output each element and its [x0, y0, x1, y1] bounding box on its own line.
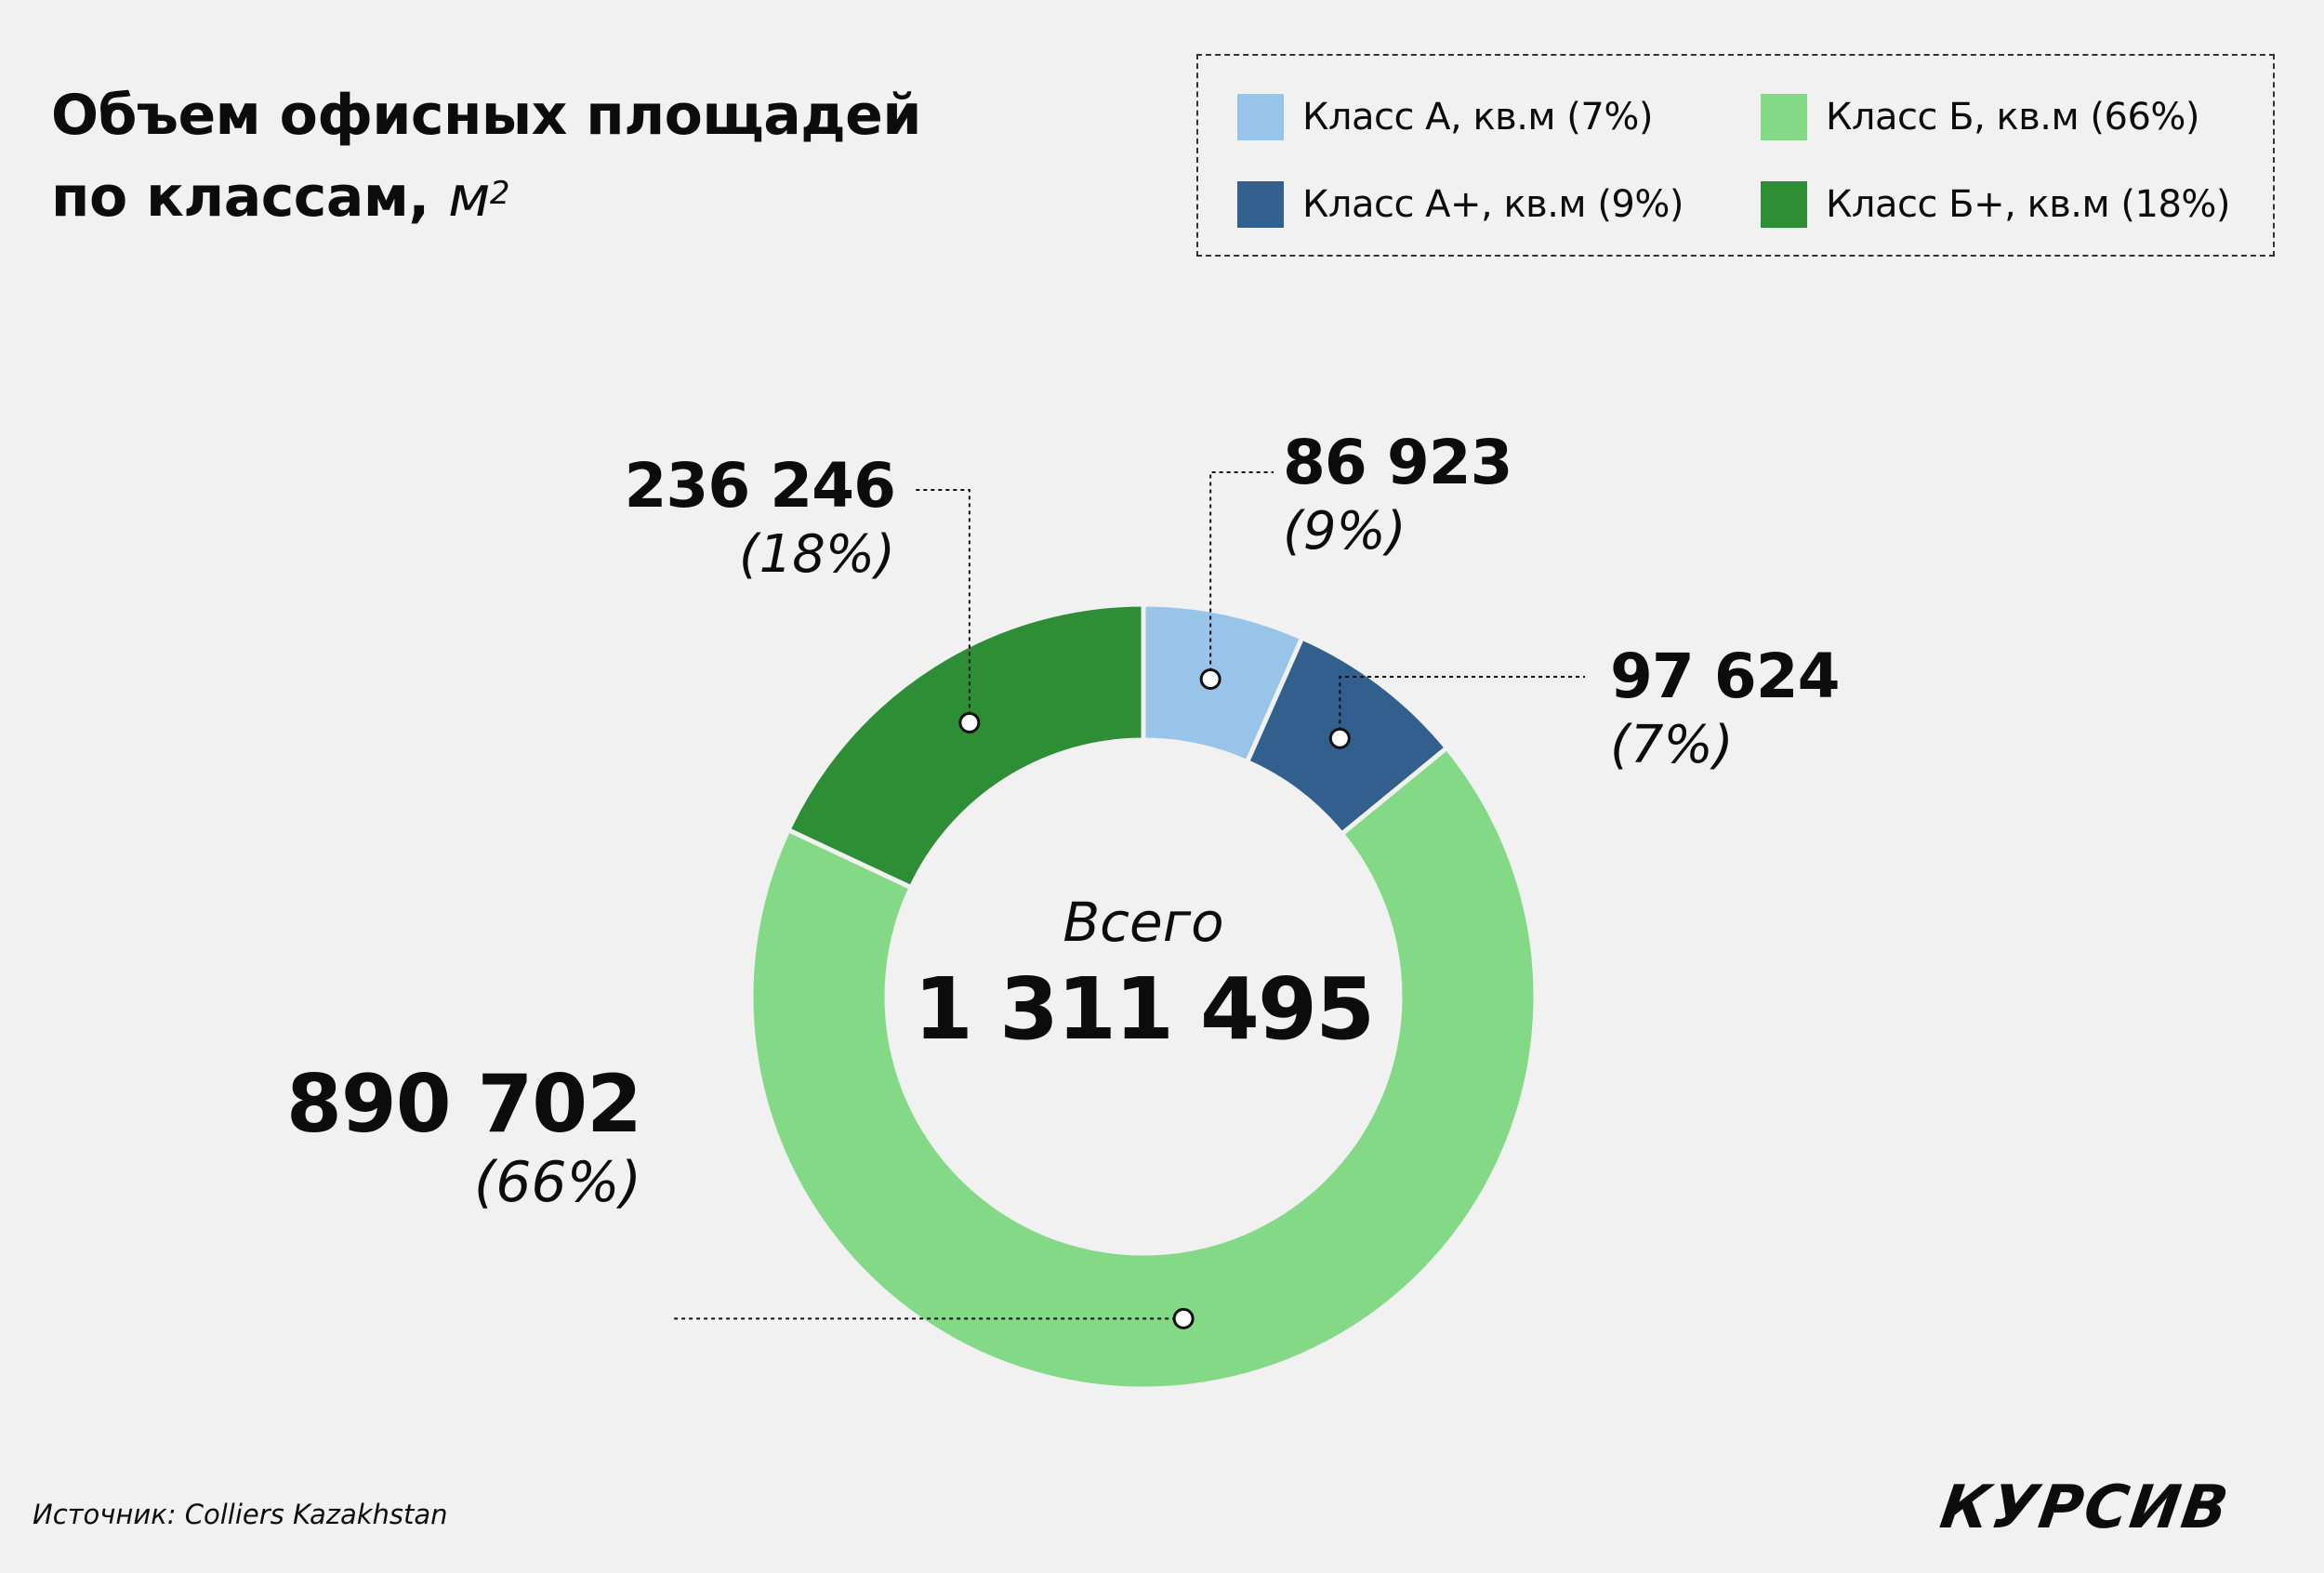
percent-label-class-b-plus: (18%): [738, 524, 895, 585]
chart-title: Объем офисных площадей по классам, м2: [51, 74, 921, 238]
callout-class-b: 890 702 (66%): [286, 1058, 642, 1216]
legend-swatch-class-b: [1761, 94, 1807, 140]
value-label-class-a: 86 923: [1283, 427, 1513, 498]
legend-label-class-b-plus: Класс Б+, кв.м (18%): [1826, 183, 2231, 226]
leader-lines: [671, 471, 1585, 1329]
legend-label-class-a-plus: Класс А+, кв.м (9%): [1302, 183, 1684, 226]
value-label-class-b-plus: 236 246: [624, 450, 896, 522]
legend: Класс А, кв.м (7%) Класс Б, кв.м (66%) К…: [1196, 54, 2275, 257]
callout-class-b-plus: 236 246 (18%): [624, 450, 896, 588]
donut-slice-class-b: [748, 744, 1538, 1392]
leader-line-class-a: [1209, 471, 1274, 680]
chart-title-line1: Объем офисных площадей: [51, 83, 921, 148]
total-caption: Всего: [1063, 891, 1224, 954]
leader-line-class-a-plus: [1339, 676, 1585, 739]
legend-item-class-a-plus: Класс А+, кв.м (9%): [1237, 180, 1684, 229]
legend-label-class-b: Класс Б, кв.м (66%): [1826, 96, 2200, 139]
legend-swatch-class-a-plus: [1237, 181, 1284, 228]
leader-marker-class-a: [1199, 668, 1221, 691]
chart-title-line2: по классам, м2: [51, 156, 921, 238]
legend-swatch-class-b-plus: [1761, 181, 1807, 228]
legend-item-class-b: Класс Б, кв.м (66%): [1761, 93, 2200, 141]
percent-label-class-b: (66%): [473, 1150, 641, 1215]
legend-swatch-class-a: [1237, 94, 1284, 140]
legend-item-class-b-plus: Класс Б+, кв.м (18%): [1761, 180, 2231, 229]
callout-class-a: 86 923 (9%): [1283, 427, 1513, 565]
unit-power: 2: [489, 175, 510, 212]
value-label-class-b: 890 702: [286, 1058, 642, 1151]
donut-slice-class-b-plus: [785, 601, 1146, 892]
legend-label-class-a: Класс А, кв.м (7%): [1302, 96, 1653, 139]
value-label-class-a-plus: 97 624: [1610, 641, 1841, 712]
leader-line-class-b-plus: [916, 489, 971, 723]
source-note: Источник: Colliers Kazakhstan: [33, 1499, 448, 1530]
leader-marker-class-b: [1172, 1307, 1195, 1329]
percent-label-class-a-plus: (7%): [1610, 715, 1734, 775]
leader-marker-class-a-plus: [1328, 727, 1351, 749]
callout-class-a-plus: 97 624 (7%): [1610, 641, 1841, 779]
brand-logo: КУРСИВ: [1935, 1474, 2235, 1542]
total-value: 1 311 495: [913, 959, 1375, 1059]
chart-title-unit: м2: [448, 165, 509, 230]
unit-symbol: м: [448, 165, 490, 230]
leader-marker-class-b-plus: [958, 711, 981, 734]
chart-title-line2-text: по классам,: [51, 165, 429, 230]
legend-item-class-a: Класс А, кв.м (7%): [1237, 93, 1653, 141]
percent-label-class-a: (9%): [1283, 501, 1406, 562]
